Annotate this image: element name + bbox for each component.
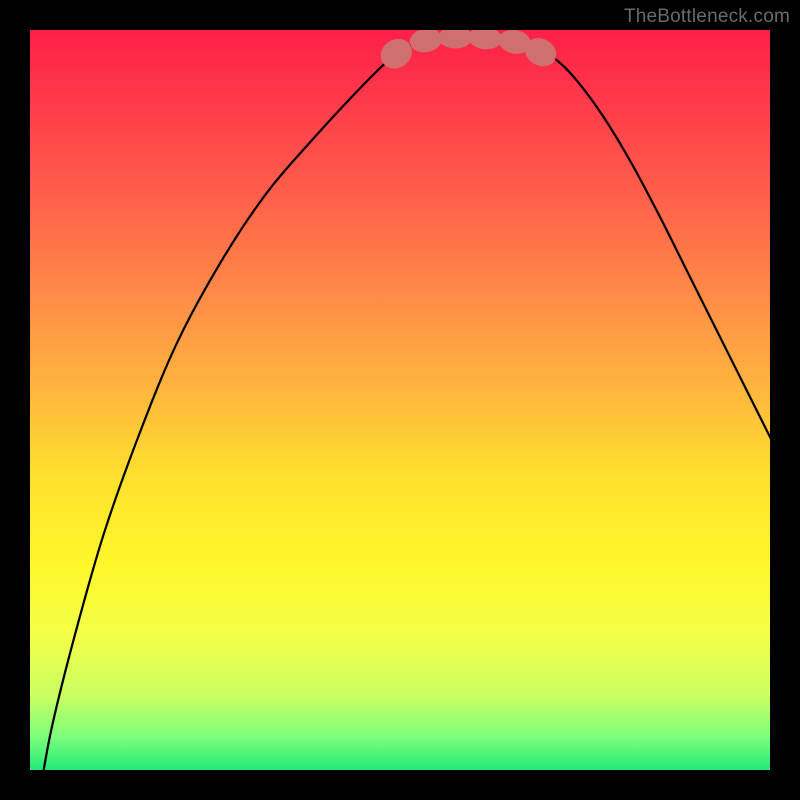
- gradient-background: [30, 30, 770, 770]
- chart-container: TheBottleneck.com: [0, 0, 800, 800]
- chart-svg: [0, 0, 800, 800]
- source-watermark: TheBottleneck.com: [624, 6, 790, 28]
